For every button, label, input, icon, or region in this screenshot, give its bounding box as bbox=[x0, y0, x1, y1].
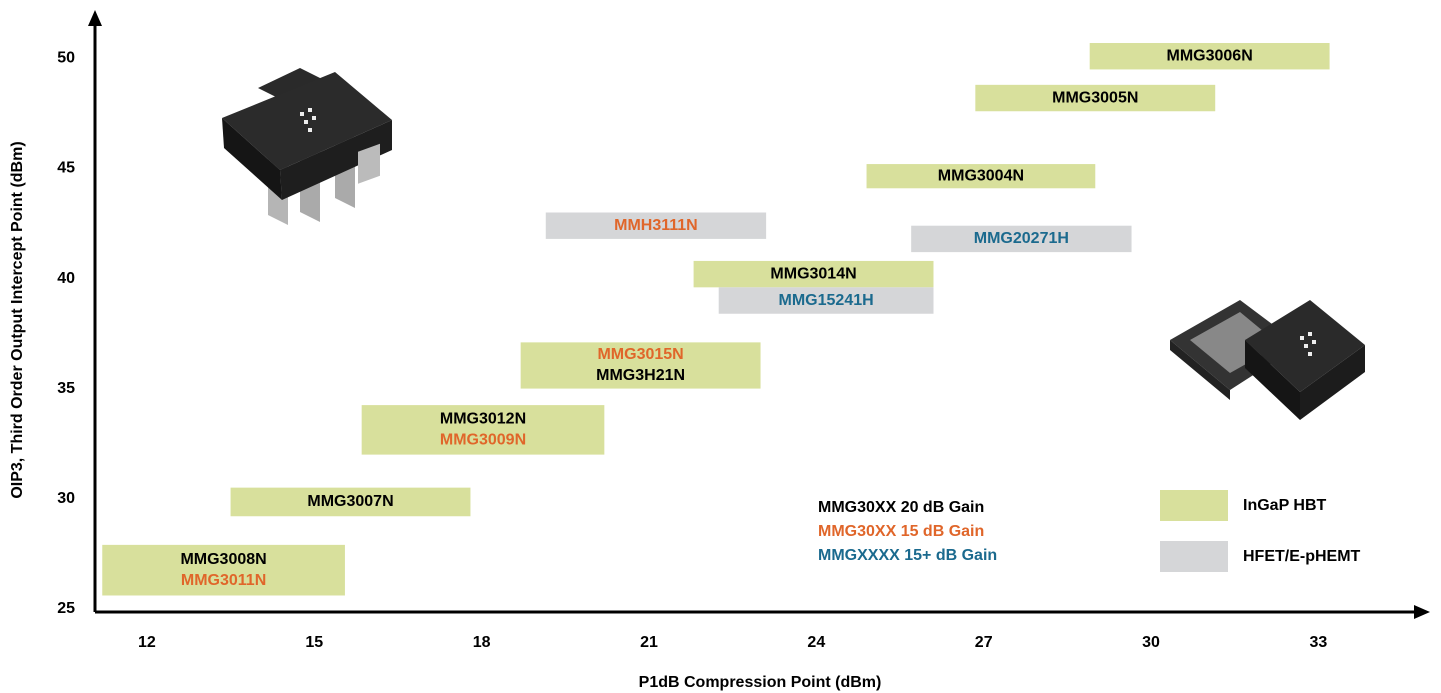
y-tick-label: 25 bbox=[57, 600, 75, 617]
y-tick-label: 35 bbox=[57, 380, 75, 397]
box-label: MMG20271H bbox=[974, 230, 1069, 247]
legend-swatch bbox=[1160, 541, 1228, 572]
box-label: MMG15241H bbox=[779, 292, 874, 309]
y-axis-title: OIP3, Third Order Output Intercept Point… bbox=[9, 141, 26, 498]
qfn-chip-image bbox=[1170, 300, 1365, 420]
x-axis-arrow bbox=[1414, 605, 1430, 619]
y-tick-label: 50 bbox=[57, 50, 75, 67]
legend-swatch bbox=[1160, 490, 1228, 521]
legend-text-entry: MMG30XX 20 dB Gain bbox=[818, 499, 984, 516]
legend-text-entry: MMG30XX 15 dB Gain bbox=[818, 523, 984, 540]
legend-text-entry: MMGXXXX 15+ dB Gain bbox=[818, 547, 997, 564]
page: P1dB Compression Point (dBm) OIP3, Third… bbox=[0, 0, 1441, 693]
x-tick-label: 21 bbox=[640, 634, 658, 651]
box-label: MMG3006N bbox=[1167, 47, 1253, 64]
sot89-chip-image bbox=[222, 68, 392, 225]
box-label: MMG3008N bbox=[180, 551, 266, 568]
x-tick-label: 15 bbox=[305, 634, 323, 651]
chart: P1dB Compression Point (dBm) OIP3, Third… bbox=[0, 0, 1441, 693]
legend-label: InGaP HBT bbox=[1243, 497, 1327, 514]
box-label: MMG3007N bbox=[307, 493, 393, 510]
box-label: MMG3009N bbox=[440, 432, 526, 449]
y-tick-label: 40 bbox=[57, 270, 75, 287]
legend-label: HFET/E-pHEMT bbox=[1243, 548, 1361, 565]
box-label: MMG3H21N bbox=[596, 367, 685, 384]
box-label: MMH3111N bbox=[614, 217, 698, 234]
box-label: MMG3015N bbox=[597, 346, 683, 363]
x-tick-label: 24 bbox=[807, 634, 825, 651]
x-tick-label: 18 bbox=[473, 634, 491, 651]
x-tick-label: 27 bbox=[975, 634, 993, 651]
x-tick-label: 30 bbox=[1142, 634, 1160, 651]
box-label: MMG3011N bbox=[181, 572, 266, 589]
x-axis-title: P1dB Compression Point (dBm) bbox=[639, 674, 882, 691]
box-label: MMG3012N bbox=[440, 411, 526, 428]
y-tick-label: 45 bbox=[57, 160, 75, 177]
box-label: MMG3005N bbox=[1052, 89, 1138, 106]
box-label: MMG3014N bbox=[770, 265, 856, 282]
box-label: MMG3004N bbox=[938, 167, 1024, 184]
x-tick-label: 33 bbox=[1310, 634, 1328, 651]
y-tick-label: 30 bbox=[57, 490, 75, 507]
y-axis-arrow bbox=[88, 10, 102, 26]
x-tick-label: 12 bbox=[138, 634, 156, 651]
